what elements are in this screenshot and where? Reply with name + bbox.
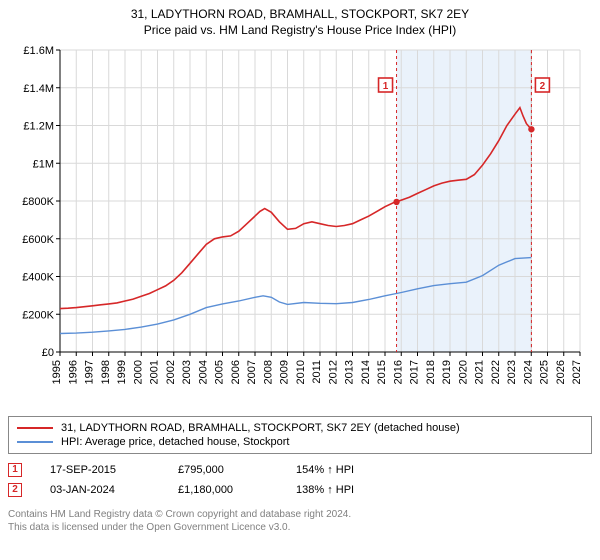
svg-text:£1.4M: £1.4M [23, 83, 54, 95]
footer-line2: This data is licensed under the Open Gov… [8, 521, 592, 534]
svg-text:1997: 1997 [84, 360, 96, 384]
price-chart: £0 £200K £400K £600K £800K £1M £1.2M £1.4M £1.6M… [6, 42, 594, 410]
title-address: 31, LADYTHORN ROAD, BRAMHALL, STOCKPORT,… [6, 6, 594, 22]
title-subtitle: Price paid vs. HM Land Registry's House … [6, 22, 594, 38]
svg-text:1: 1 [383, 81, 389, 92]
event-price: £795,000 [178, 464, 268, 476]
svg-text:2014: 2014 [360, 360, 372, 384]
data-attribution: Contains HM Land Registry data © Crown c… [8, 508, 592, 534]
event-hpi: 154% ↑ HPI [296, 464, 354, 476]
svg-text:1999: 1999 [116, 360, 128, 384]
svg-text:£600K: £600K [22, 234, 54, 246]
svg-text:1995: 1995 [51, 360, 63, 384]
svg-text:2011: 2011 [311, 360, 323, 384]
svg-text:£200K: £200K [22, 310, 54, 322]
svg-text:2025: 2025 [539, 360, 551, 384]
svg-text:2021: 2021 [474, 360, 486, 384]
svg-text:2018: 2018 [425, 360, 437, 384]
svg-text:2001: 2001 [149, 360, 161, 384]
event-date: 17-SEP-2015 [50, 464, 150, 476]
svg-text:£0: £0 [42, 347, 54, 359]
svg-text:2013: 2013 [344, 360, 356, 384]
legend-item: 31, LADYTHORN ROAD, BRAMHALL, STOCKPORT,… [17, 421, 583, 435]
svg-text:2000: 2000 [132, 360, 144, 384]
svg-text:2012: 2012 [327, 360, 339, 384]
svg-text:2020: 2020 [457, 360, 469, 384]
svg-text:2005: 2005 [214, 360, 226, 384]
svg-text:£800K: £800K [22, 196, 54, 208]
event-row: 2 03-JAN-2024 £1,180,000 138% ↑ HPI [8, 480, 592, 500]
svg-text:2009: 2009 [279, 360, 291, 384]
events-table: 1 17-SEP-2015 £795,000 154% ↑ HPI 2 03-JAN-20… [8, 460, 592, 500]
svg-text:2015: 2015 [376, 360, 388, 384]
svg-text:2026: 2026 [555, 360, 567, 384]
legend-label: 31, LADYTHORN ROAD, BRAMHALL, STOCKPORT,… [61, 422, 460, 434]
svg-text:2027: 2027 [571, 360, 583, 384]
svg-text:2007: 2007 [246, 360, 258, 384]
event-price: £1,180,000 [178, 484, 268, 496]
svg-text:2003: 2003 [181, 360, 193, 384]
svg-text:2004: 2004 [197, 360, 209, 384]
svg-text:1998: 1998 [100, 360, 112, 384]
svg-text:2017: 2017 [409, 360, 421, 384]
svg-text:£1.2M: £1.2M [23, 121, 54, 133]
event-hpi: 138% ↑ HPI [296, 484, 354, 496]
chart-svg: £0 £200K £400K £600K £800K £1M £1.2M £1.4M £1.6M… [6, 42, 594, 410]
svg-text:2024: 2024 [522, 360, 534, 384]
svg-text:2023: 2023 [506, 360, 518, 384]
legend: 31, LADYTHORN ROAD, BRAMHALL, STOCKPORT,… [8, 416, 592, 454]
chart-title: 31, LADYTHORN ROAD, BRAMHALL, STOCKPORT,… [6, 6, 594, 38]
svg-text:£400K: £400K [22, 272, 54, 284]
legend-swatch [17, 427, 53, 429]
legend-label: HPI: Average price, detached house, Stoc… [61, 436, 290, 448]
footer-line1: Contains HM Land Registry data © Crown c… [8, 508, 592, 521]
legend-swatch [17, 441, 53, 443]
svg-text:2010: 2010 [295, 360, 307, 384]
legend-item: HPI: Average price, detached house, Stoc… [17, 435, 583, 449]
event-marker-icon: 2 [8, 483, 22, 497]
event-date: 03-JAN-2024 [50, 484, 150, 496]
svg-text:2019: 2019 [441, 360, 453, 384]
svg-text:£1.6M: £1.6M [23, 45, 54, 57]
svg-text:2006: 2006 [230, 360, 242, 384]
svg-text:1996: 1996 [67, 360, 79, 384]
svg-text:2: 2 [540, 81, 546, 92]
svg-text:2002: 2002 [165, 360, 177, 384]
event-marker-icon: 1 [8, 463, 22, 477]
svg-text:£1M: £1M [33, 159, 54, 171]
svg-text:2016: 2016 [392, 360, 404, 384]
svg-text:2008: 2008 [262, 360, 274, 384]
event-row: 1 17-SEP-2015 £795,000 154% ↑ HPI [8, 460, 592, 480]
svg-text:2022: 2022 [490, 360, 502, 384]
